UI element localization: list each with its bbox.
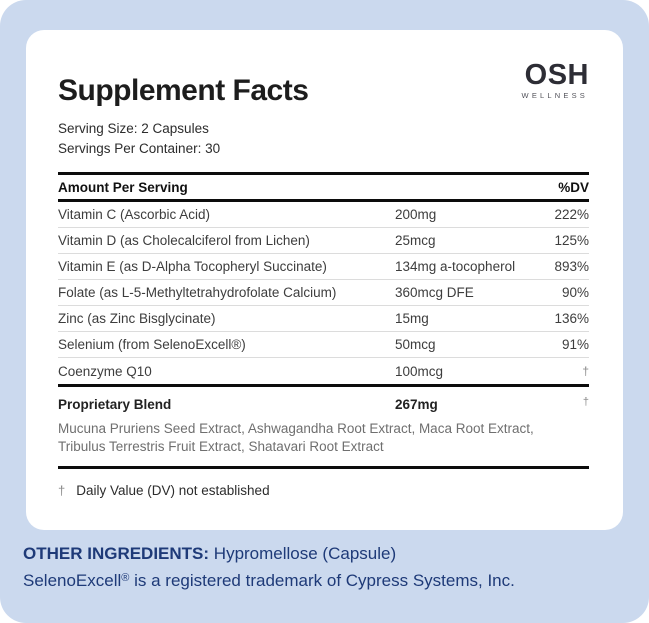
other-ingredients-value: Hypromellose (Capsule) [209,544,397,563]
registered-mark-icon: ® [121,572,130,584]
nutrient-amount: 25mcg [395,233,436,248]
blend-name: Proprietary Blend [58,397,172,412]
table-row: Vitamin D (as Cholecalciferol from Liche… [58,228,589,254]
nutrient-amount: 50mcg [395,337,436,352]
table-row: Folate (as L-5-Methyltetrahydrofolate Ca… [58,280,589,306]
table-row: Selenium (from SelenoExcell®) 50mcg 91% [58,332,589,358]
nutrient-dv-dagger: † [582,364,589,378]
supplement-facts-card: Supplement Facts OSH WELLNESS Serving Si… [26,30,623,530]
thick-rule [58,172,589,175]
thick-rule [58,199,589,202]
nutrient-name: Folate (as L-5-Methyltetrahydrofolate Ca… [58,285,337,300]
serving-size: Serving Size: 2 Capsules [58,121,209,136]
nutrient-amount: 200mg [395,207,437,222]
blend-amount: 267mg [395,397,438,412]
footer-notes: OTHER INGREDIENTS: Hypromellose (Capsule… [23,540,623,597]
trademark-text: is a registered trademark of Cypress Sys… [129,571,515,590]
footnote-text: Daily Value (DV) not established [76,483,270,498]
amount-per-serving-label: Amount Per Serving [58,179,188,195]
table-row: Coenzyme Q10 100mcg † [58,358,589,384]
table-row: Zinc (as Zinc Bisglycinate) 15mg 136% [58,306,589,332]
nutrient-amount: 15mg [395,311,429,326]
nutrient-name: Coenzyme Q10 [58,363,152,379]
nutrient-name: Vitamin D (as Cholecalciferol from Liche… [58,233,310,248]
nutrient-amount: 134mg a-tocopherol [395,259,516,274]
nutrient-dv: 136% [554,311,589,326]
nutrient-name: Vitamin E (as D-Alpha Tocopheryl Succina… [58,259,327,274]
nutrient-name: Vitamin C (Ascorbic Acid) [58,207,211,222]
blend-ingredients: Mucuna Pruriens Seed Extract, Ashwagandh… [58,421,534,454]
nutrient-name: Selenium (from SelenoExcell®) [58,337,246,352]
page-title: Supplement Facts [58,74,309,107]
other-ingredients-line: OTHER INGREDIENTS: Hypromellose (Capsule… [23,540,623,567]
nutrient-dv: 91% [561,337,589,352]
table-row: Vitamin E (as D-Alpha Tocopheryl Succina… [58,254,589,280]
trademark-line: SelenoExcell® is a registered trademark … [23,567,623,597]
nutrient-dv: 222% [554,207,589,222]
table-header: Amount Per Serving %DV [58,175,589,199]
brand-tagline: WELLNESS [521,91,588,100]
brand-name: OSH [524,59,589,91]
nutrient-amount: 100mcg [395,363,444,379]
dv-label: %DV [558,179,589,195]
table-row: Vitamin C (Ascorbic Acid) 200mg 222% [58,202,589,228]
trademark-brand: SelenoExcell [23,571,122,590]
nutrient-table: Vitamin C (Ascorbic Acid) 200mg 222% Vit… [58,202,589,384]
nutrient-name: Zinc (as Zinc Bisglycinate) [58,311,216,326]
blend-dv-dagger: † [582,396,589,408]
proprietary-blend-section: Proprietary Blend 267mg † Mucuna Prurien… [58,387,589,466]
nutrient-dv: 893% [554,259,589,274]
nutrient-dv: 125% [554,233,589,248]
servings-per-container: Servings Per Container: 30 [58,141,221,156]
nutrient-amount: 360mcg DFE [395,285,474,300]
proprietary-blend-row: Proprietary Blend 267mg † [58,396,589,415]
card-header: Supplement Facts OSH WELLNESS [58,60,589,108]
dagger-symbol: † [58,483,66,498]
thick-rule [58,384,589,387]
thick-rule [58,466,589,469]
serving-info: Serving Size: 2 Capsules Servings Per Co… [58,119,589,159]
nutrient-dv: 90% [561,285,589,300]
brand-logo: OSH WELLNESS [522,60,589,100]
other-ingredients-label: OTHER INGREDIENTS: [23,544,210,563]
dv-footnote: † Daily Value (DV) not established [58,483,589,498]
